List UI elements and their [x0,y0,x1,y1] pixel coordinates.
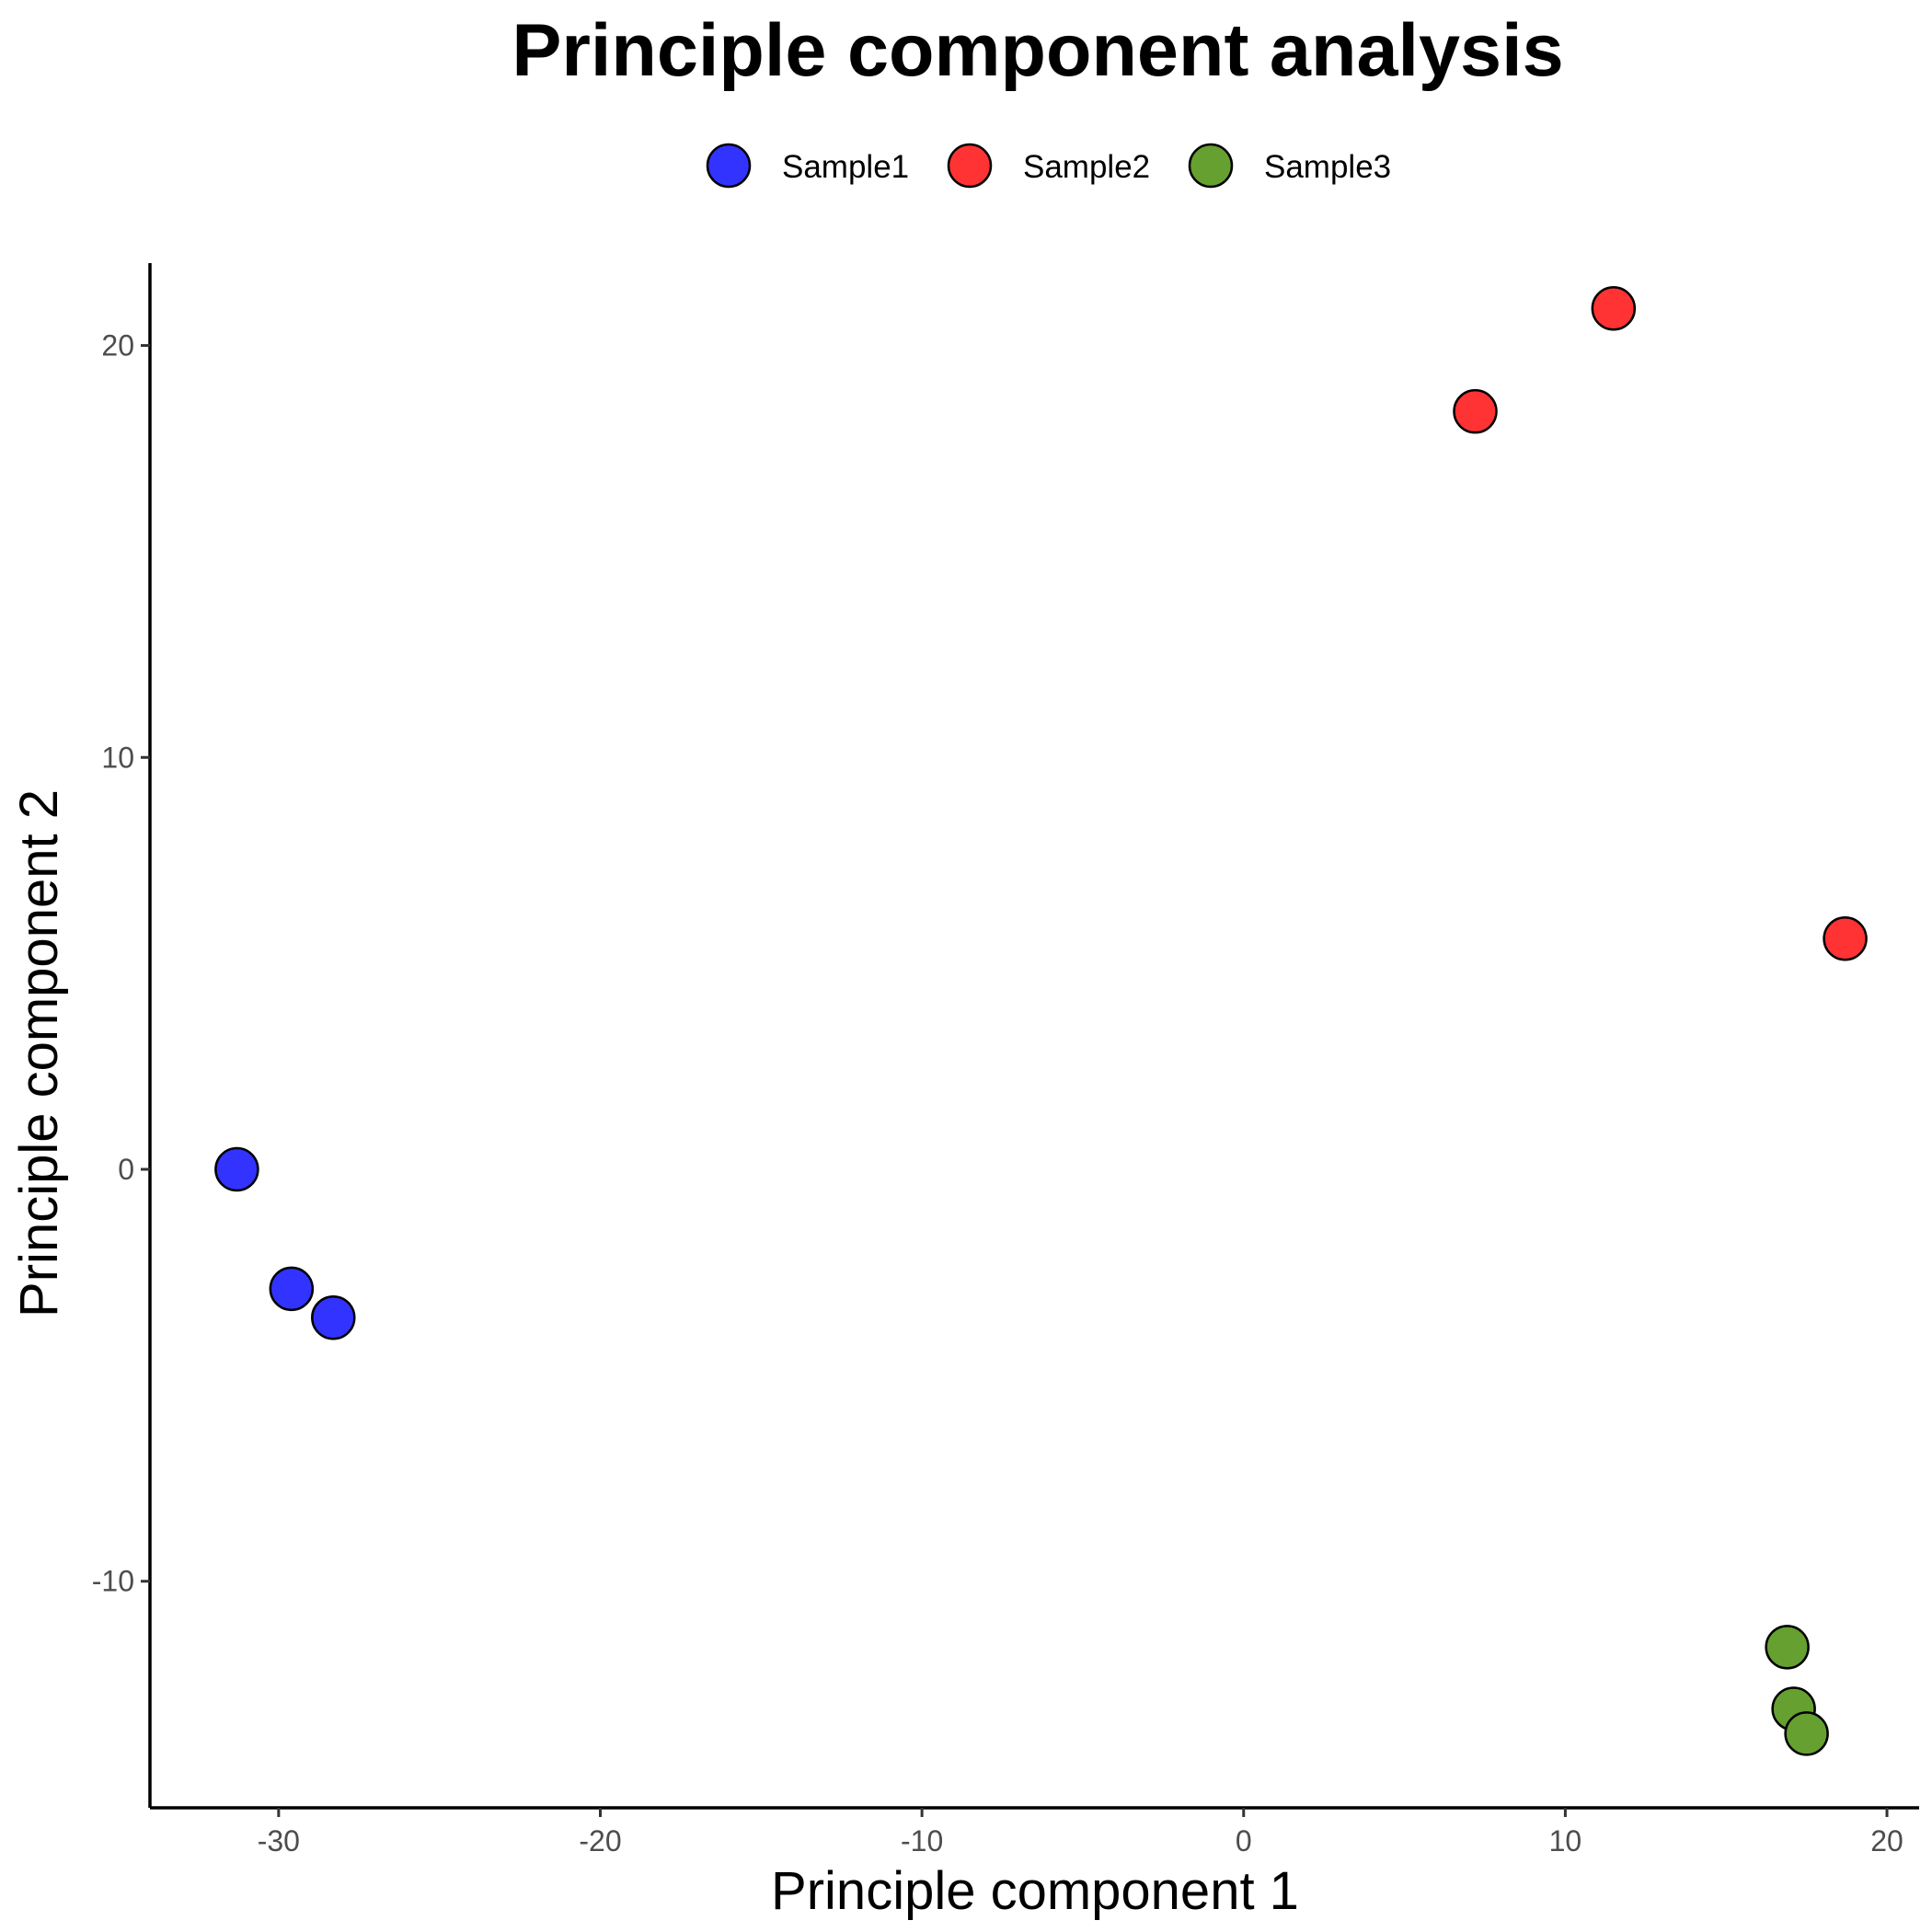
axes: -30 -20 -10 0 10 20 -10 0 10 20 [92,263,1919,1857]
legend: Sample1 Sample2 Sample3 [706,143,1391,189]
data-point-sample3 [1784,1711,1829,1756]
data-points [214,286,1868,1756]
data-point-sample1 [311,1294,356,1340]
x-tick-label: -10 [901,1824,943,1857]
data-point-sample1 [214,1146,259,1192]
data-point-sample2 [1591,286,1637,331]
y-tick-label: -10 [92,1565,134,1598]
y-axis-label: Principle component 2 [9,789,69,1317]
x-tick-label: 0 [1236,1824,1252,1857]
data-point-sample2 [1453,388,1498,434]
x-tick-label: 20 [1870,1824,1903,1857]
x-tick-label: -30 [258,1824,300,1857]
data-point-sample3 [1765,1625,1810,1670]
y-tick-label: 10 [101,741,134,774]
legend-label-sample1: Sample1 [782,149,909,185]
y-tick-label: 0 [118,1153,134,1186]
x-tick-label: -20 [579,1824,621,1857]
x-axis-label: Principle component 1 [771,1861,1299,1921]
legend-marker-sample2 [947,143,993,189]
legend-label-sample3: Sample3 [1264,149,1391,185]
y-tick-label: 20 [101,329,134,362]
x-tick-label: 10 [1549,1824,1582,1857]
data-point-sample1 [269,1266,315,1312]
chart-title: Principle component analysis [512,9,1563,92]
data-point-sample2 [1823,916,1868,961]
legend-marker-sample3 [1188,143,1234,189]
legend-marker-sample1 [706,143,752,189]
legend-label-sample2: Sample2 [1023,149,1150,185]
